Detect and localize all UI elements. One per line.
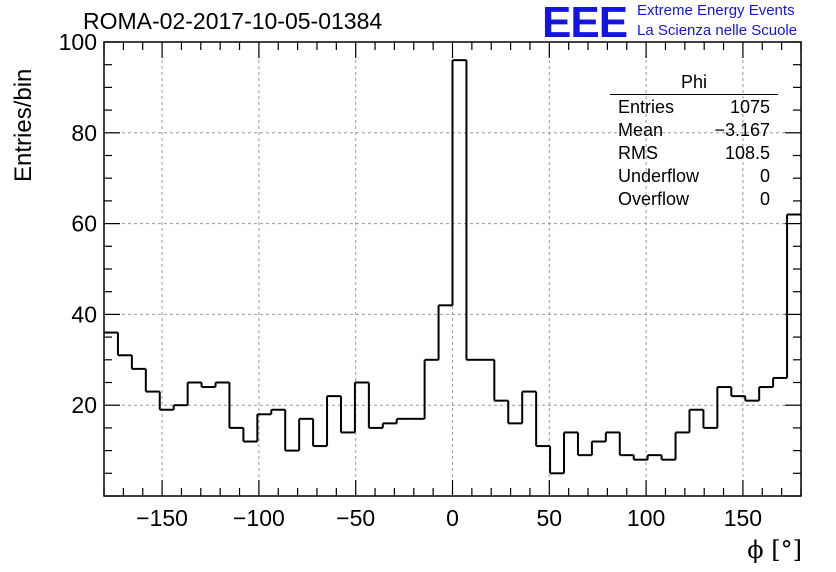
stats-value: 1075 xyxy=(729,97,770,117)
stats-label: Mean xyxy=(618,120,664,140)
x-tick-label: −50 xyxy=(336,505,375,531)
stats-label: Overflow xyxy=(618,189,690,209)
stats-row-mean: Mean −3.167 xyxy=(610,119,778,142)
stats-value: 0 xyxy=(759,189,770,209)
stats-row-entries: Entries 1075 xyxy=(610,96,778,119)
x-tick-label: −150 xyxy=(136,505,188,531)
stats-row-overflow: Overflow 0 xyxy=(610,188,778,211)
stats-value: 108.5 xyxy=(724,143,770,163)
y-tick-label: 100 xyxy=(59,29,97,55)
y-tick-label: 80 xyxy=(71,120,97,146)
x-tick-label: 100 xyxy=(627,505,665,531)
logo-line-2: La Scienza nelle Scuole xyxy=(637,22,798,39)
y-axis-label: Entries/bin xyxy=(10,68,37,182)
x-tick-label: 0 xyxy=(446,505,459,531)
eee-logo: EEE xyxy=(542,0,628,47)
logo-line-1: Extreme Energy Events xyxy=(637,2,795,19)
y-tick-label: 40 xyxy=(71,301,97,327)
stats-value: 0 xyxy=(759,166,770,186)
x-tick-label: −100 xyxy=(233,505,285,531)
stats-label: RMS xyxy=(618,143,658,163)
stats-label: Entries xyxy=(618,97,675,117)
y-tick-label: 60 xyxy=(71,211,97,237)
stats-title: Phi xyxy=(610,72,778,95)
stats-label: Underflow xyxy=(618,166,700,186)
stats-value: −3.167 xyxy=(714,120,770,140)
y-tick-label: 20 xyxy=(71,392,97,418)
x-axis-label: ϕ [°] xyxy=(747,536,802,564)
stats-box: Phi Entries 1075 Mean −3.167 RMS 108.5 U… xyxy=(610,72,778,211)
chart-title: ROMA-02-2017-10-05-01384 xyxy=(83,8,383,34)
x-tick-label: 150 xyxy=(724,505,762,531)
stats-row-underflow: Underflow 0 xyxy=(610,165,778,188)
stats-row-rms: RMS 108.5 xyxy=(610,142,778,165)
x-tick-label: 50 xyxy=(537,505,563,531)
